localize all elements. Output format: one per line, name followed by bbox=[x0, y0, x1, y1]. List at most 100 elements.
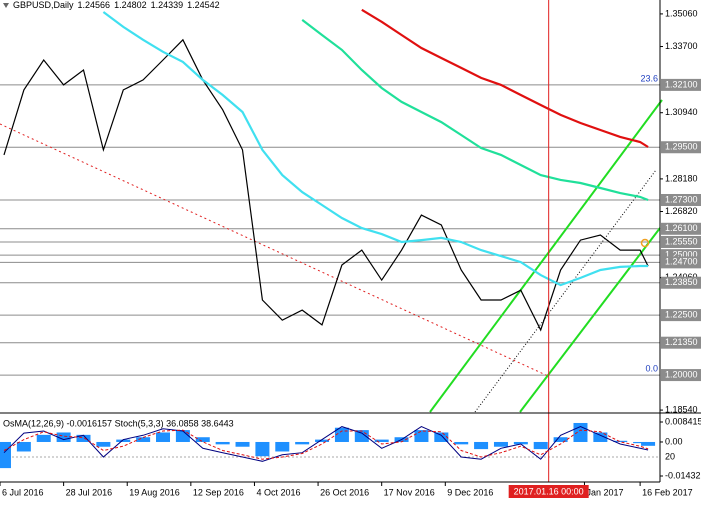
osma-bar bbox=[156, 432, 171, 442]
osma-bar bbox=[613, 440, 628, 442]
y2-tick-label: 20 bbox=[665, 451, 675, 461]
level-box bbox=[661, 309, 701, 322]
y-tick-label: 1.35060 bbox=[665, 8, 698, 18]
osma-bar bbox=[36, 434, 51, 442]
level-label: 1.24700 bbox=[665, 257, 698, 267]
grid-layer bbox=[0, 13, 663, 486]
marker bbox=[640, 238, 650, 248]
osma-bar bbox=[56, 432, 71, 442]
level-label: 1.29500 bbox=[665, 142, 698, 152]
stoch-line bbox=[3, 429, 649, 460]
ohlc-value: 1.24339 bbox=[151, 0, 184, 10]
y-tick-label: 0.008415 bbox=[665, 416, 701, 426]
osma-bar bbox=[215, 441, 230, 445]
level-box bbox=[661, 194, 701, 207]
osma-bar bbox=[354, 430, 369, 442]
crosshair-label: 2017.01.16 00:00 bbox=[514, 486, 584, 496]
level-box bbox=[661, 369, 701, 382]
crosshair-box bbox=[508, 485, 589, 498]
osma-bar bbox=[454, 441, 469, 445]
osma-bar bbox=[116, 439, 131, 442]
fib-label: 0.0 bbox=[645, 363, 658, 373]
osma-bar bbox=[593, 432, 608, 442]
osma-bar bbox=[414, 430, 429, 442]
moving-average bbox=[102, 11, 649, 287]
osma-bar bbox=[195, 437, 210, 442]
y-tick-label: -0.01432 bbox=[665, 470, 701, 480]
level-label: 1.21350 bbox=[665, 337, 698, 347]
osma-bar bbox=[493, 441, 508, 447]
ohlc-value: 1.24542 bbox=[187, 0, 220, 10]
channel-line bbox=[429, 99, 663, 413]
level-label: 1.23850 bbox=[665, 277, 698, 287]
moving-average bbox=[301, 19, 649, 202]
level-box bbox=[661, 336, 701, 349]
x-tick-label: Jan 2017 bbox=[586, 487, 623, 497]
y-tick-label: 1.28180 bbox=[665, 173, 698, 183]
osma-bar bbox=[434, 432, 449, 442]
level-box bbox=[661, 141, 701, 154]
y-tick-label: 1.30940 bbox=[665, 107, 698, 117]
osma-bar bbox=[0, 441, 11, 469]
chart-title: GBPUSD,Daily bbox=[13, 0, 74, 10]
osma-bar bbox=[533, 441, 548, 450]
level-label: 1.27300 bbox=[665, 194, 698, 204]
osma-bar bbox=[573, 422, 588, 442]
data-layer bbox=[0, 0, 656, 482]
osma-bar bbox=[374, 439, 389, 442]
x-tick-label: 16 Feb 2017 bbox=[642, 487, 693, 497]
level-box bbox=[661, 222, 701, 235]
chart-header: GBPUSD,Daily 1.24566 1.24802 1.24339 1.24542 bbox=[13, 0, 220, 10]
stoch-line bbox=[3, 426, 649, 462]
y-tick-label: 1.26820 bbox=[665, 206, 698, 216]
osma-bar bbox=[474, 441, 489, 450]
y-tick-label: 1.18540 bbox=[665, 404, 698, 414]
x-tick-label: 26 Oct 2016 bbox=[320, 487, 369, 497]
x-tick-label: 28 Jul 2016 bbox=[66, 487, 113, 497]
fib-label: 23.6 bbox=[640, 73, 658, 83]
osma-bar bbox=[315, 439, 330, 442]
x-tick-label: 4 Oct 2016 bbox=[256, 487, 300, 497]
osma-bar bbox=[136, 437, 151, 442]
level-label: 1.25000 bbox=[665, 250, 698, 260]
osma-bar bbox=[175, 430, 190, 442]
indicator-title: OsMA(12,26,9) -0.0016157 Stoch(5,3,3) 36… bbox=[3, 418, 234, 428]
menu-icon bbox=[3, 3, 9, 8]
x-tick-label: 9 Dec 2016 bbox=[447, 487, 493, 497]
channel-line bbox=[519, 227, 661, 413]
y-tick-label: 1.33700 bbox=[665, 41, 698, 51]
moving-average bbox=[361, 8, 649, 148]
ohlc-value: 1.24802 bbox=[114, 0, 147, 10]
level-label: 1.25550 bbox=[665, 236, 698, 246]
y-tick-label: 0.00 bbox=[665, 436, 683, 446]
level-box bbox=[661, 249, 701, 262]
x-tick-label: 17 Nov 2016 bbox=[384, 487, 435, 497]
osma-bar bbox=[76, 434, 91, 442]
level-box bbox=[661, 256, 701, 269]
osma-bar bbox=[633, 441, 648, 444]
trendline bbox=[0, 123, 549, 377]
osma-bar bbox=[641, 441, 656, 446]
ohlc-value: 1.24566 bbox=[78, 0, 111, 10]
level-label: 1.22500 bbox=[665, 309, 698, 319]
level-label: 1.20000 bbox=[665, 369, 698, 379]
level-box bbox=[661, 276, 701, 289]
x-tick-label: 12 Sep 2016 bbox=[193, 487, 244, 497]
x-tick-label: 19 Aug 2016 bbox=[129, 487, 180, 497]
x-tick-label: 6 Jul 2016 bbox=[2, 487, 44, 497]
osma-bar bbox=[295, 441, 310, 445]
osma-bar bbox=[553, 437, 568, 442]
osma-bar bbox=[235, 441, 250, 447]
level-label: 1.26100 bbox=[665, 223, 698, 233]
osma-bar bbox=[513, 441, 528, 445]
price-line bbox=[3, 38, 649, 332]
level-label: 1.32100 bbox=[665, 79, 698, 89]
level-box bbox=[661, 235, 701, 248]
level-box bbox=[661, 78, 701, 91]
osma-bar bbox=[255, 441, 270, 457]
osma-bar bbox=[96, 441, 111, 447]
osma-bar bbox=[275, 441, 290, 452]
